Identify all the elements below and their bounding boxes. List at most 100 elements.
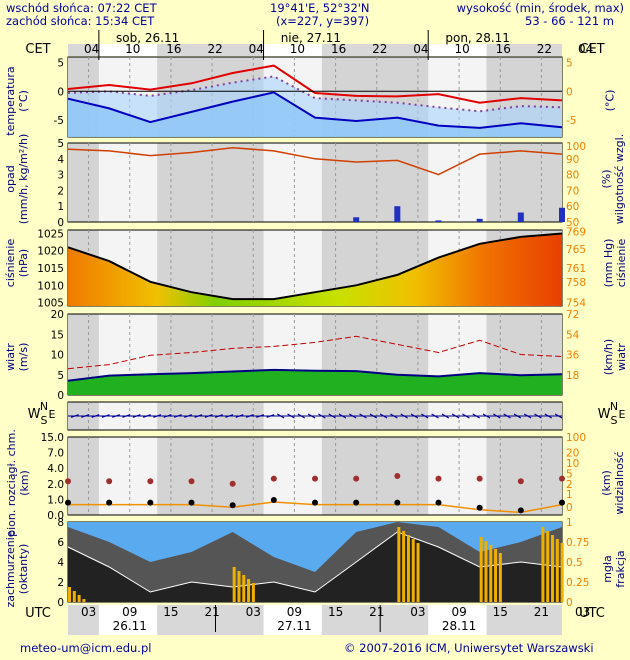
wind-arrow [503,413,511,419]
tick-left: 15.0 [41,432,64,444]
cloud-base-dot [229,502,236,509]
tick-right: 765 [566,244,586,256]
precip-bar [559,207,565,222]
top-night-band [68,44,99,56]
wind-arrow [451,413,460,419]
fog-bar [541,527,545,602]
tick-right: 60 [566,201,579,213]
cloud-top-dot [394,473,401,479]
tick-left: 3 [57,170,64,182]
wind-arrow [554,413,563,419]
tick-right: -5 [566,115,576,127]
tick-right: 100 [566,141,586,153]
cloud-base-dot [312,499,318,506]
wind-arrow [173,414,182,418]
fog-bar [77,595,81,602]
hour-label-bottom: 21 [204,605,219,619]
tick-right: 36 [566,350,580,362]
day-label-top: nie, 27.11 [281,31,341,45]
fog-bar [72,591,76,602]
wind-arrow [307,413,316,419]
tick-right: 754 [566,298,586,310]
hour-label-bottom: 03 [246,605,261,619]
cloud-base-dot [435,499,442,506]
wind-arrow [359,413,367,419]
wind-arrow [112,414,120,418]
hour-label-top: 10 [454,42,469,56]
tick-left: 1005 [37,298,64,310]
fog-bar [232,567,236,602]
hour-label-top: 04 [578,42,593,56]
hour-label-bottom: 15 [328,605,343,619]
tick-left: 6 [57,537,64,549]
hour-label-bottom: 15 [493,605,508,619]
footer-email[interactable]: meteo-um@icm.edu.pl [20,641,152,655]
tick-right: 0.75 [566,537,589,549]
tick-right: 72 [566,309,579,321]
tick-left: 1015 [37,263,64,275]
wind-arrow [421,413,429,419]
wind-arrow [276,413,285,419]
dir-letter-s: S [41,414,48,427]
fog-bar [484,541,488,602]
wind-arrow [235,414,244,418]
wind-arrow [493,413,501,419]
hour-label-top: 16 [496,42,511,56]
bottom-night-band [157,605,264,635]
fog-bar [402,531,406,602]
hour-label-bottom: 15 [163,605,178,619]
tick-right: 70 [566,185,579,197]
tick-left: 1010 [37,280,64,292]
cloud-top-dot [147,478,154,485]
hour-label-bottom: 21 [369,605,384,619]
panel-night-precip [486,143,562,222]
wind-arrow [245,414,254,418]
wind-arrow [81,414,90,418]
bottom-night-band [321,605,429,635]
bottom-night-band [68,605,99,635]
wind-arrow [338,413,347,419]
cet-label-right: CET [579,42,604,57]
fog-bar [247,579,251,602]
tick-left: 7.0 [47,448,64,460]
tick-left: 1025 [37,228,64,240]
tick-left: 5 [57,58,64,70]
wind-gust-line [67,335,563,370]
tick-left: -5 [54,115,64,127]
tick-right: 10 [566,458,579,470]
wind-arrow [70,414,79,418]
wind-arrow [390,413,398,419]
tick-left: 20 [51,309,64,321]
tick-left: 2 [57,577,64,589]
fog-bar [416,543,420,602]
dir-letter-w: W [28,407,41,422]
tick-right: 5 [566,468,573,480]
fog-bar [251,583,255,602]
cloud-base-dot [65,499,71,506]
wind-arrow [101,414,110,418]
precip-bar [517,212,524,222]
cet-label-left: CET [25,42,50,57]
dir-letter-e: E [49,408,56,421]
tick-right: 1 [566,517,573,529]
day-label-bottom: 28.11 [442,619,476,633]
tick-left: 1 [57,201,64,213]
cloud-base-dot [270,497,277,503]
wind-arrow [348,413,357,419]
cloud-base-dot [188,499,195,506]
wind-arrow [400,413,408,419]
tick-left: 5 [57,370,64,382]
tick-left: 2 [57,185,64,197]
panel-night-cloud [321,437,429,515]
cloud-base-dot [476,504,483,511]
fog-bar [397,527,401,602]
wind-speed-line [67,368,563,382]
bottom-time-strip [68,605,562,635]
tick-right: 0.25 [566,577,589,589]
top-night-band [486,44,562,56]
cloud-top-dot [559,475,565,482]
tick-right: 0 [566,502,573,514]
wind-arrow [513,413,522,419]
fog-bar [560,543,564,602]
hour-label-top: 04 [249,42,264,56]
